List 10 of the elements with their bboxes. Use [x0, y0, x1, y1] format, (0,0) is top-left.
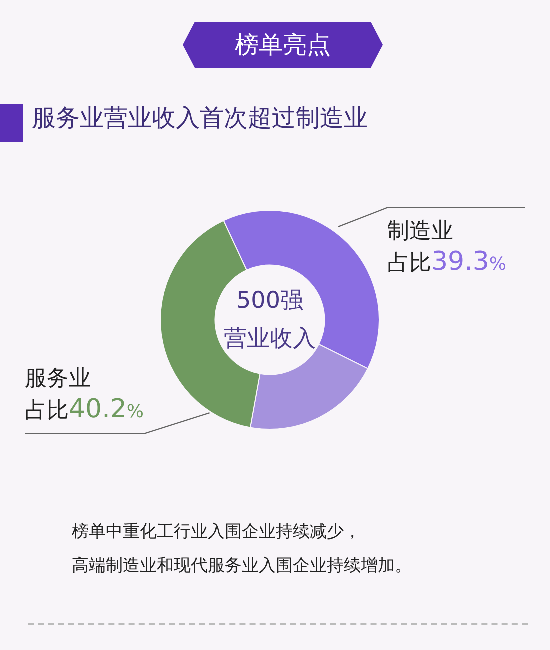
- text: 榜单中重化工行业入围企业持续减少，: [72, 521, 362, 544]
- chart-subtitle: 服务业营业收入首次超过制造业: [32, 103, 368, 134]
- chart-title: 榜单亮点: [183, 22, 383, 68]
- data-label: 占比40.2%: [25, 394, 144, 425]
- text: 高端制造业和现代服务业入围企业持续增加。: [72, 555, 412, 578]
- slice-label: 服务业: [25, 366, 91, 392]
- text: 营业收入: [224, 326, 316, 352]
- slice-label: 制造业: [388, 218, 454, 244]
- text: 500强: [236, 288, 304, 314]
- data-label: 占比39.3%: [388, 246, 506, 277]
